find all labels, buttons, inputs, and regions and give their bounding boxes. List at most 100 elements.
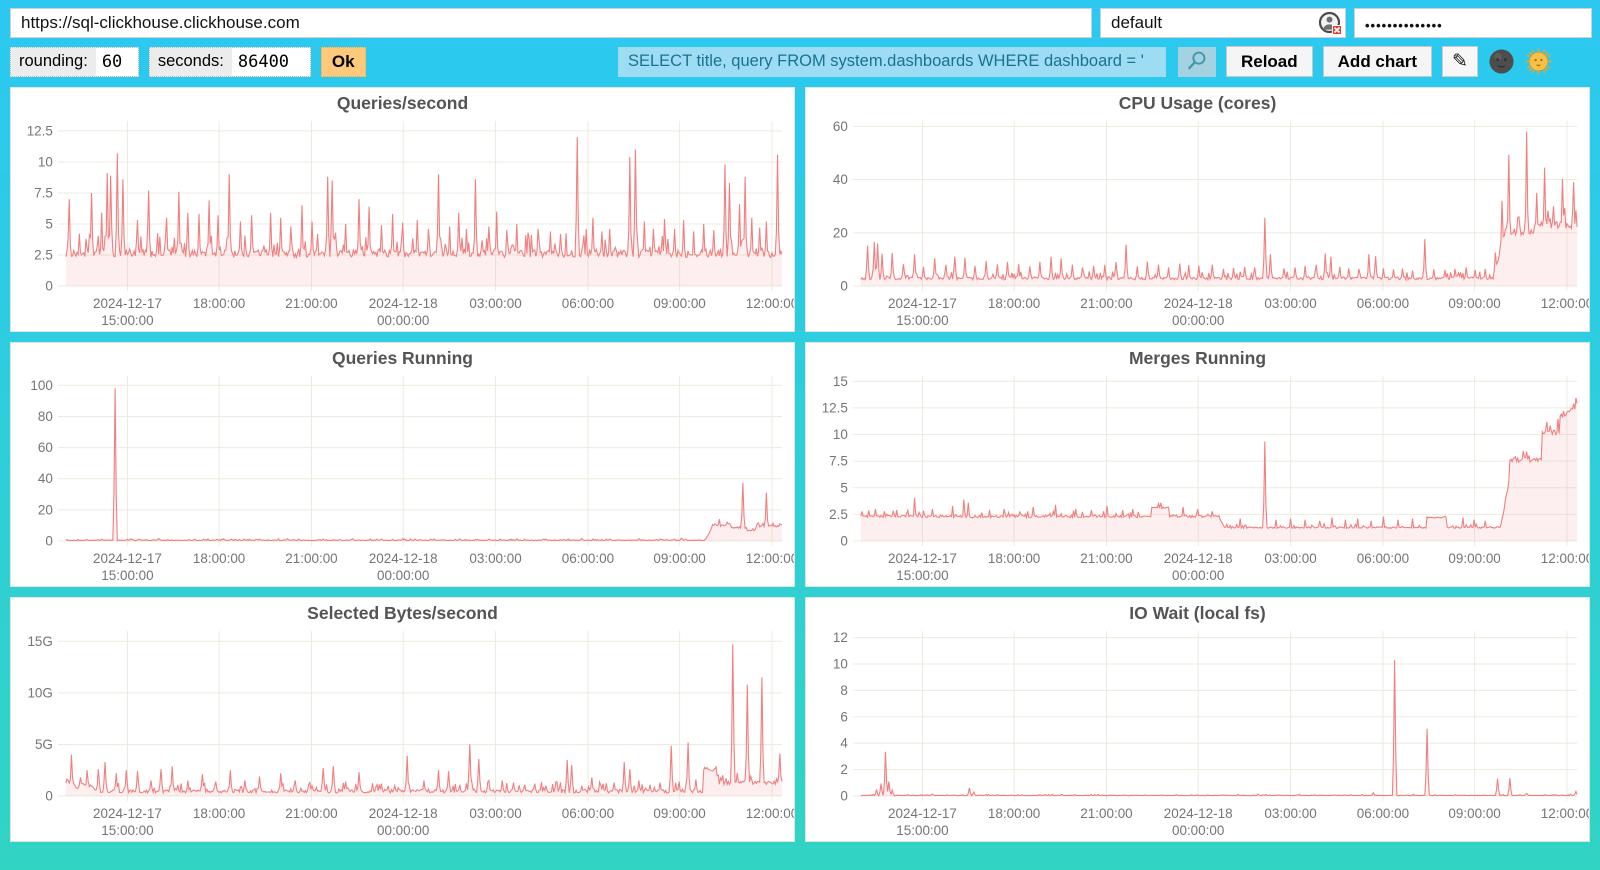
svg-text:80: 80 (38, 409, 53, 424)
svg-text:00:00:00: 00:00:00 (1172, 568, 1224, 583)
charts-grid: Queries/second 2024-12-17 15:00:00 18:00:0… (10, 87, 1590, 842)
chart-title: Queries Running (332, 348, 473, 368)
svg-text:12:00:00: 12:00:00 (746, 296, 794, 311)
svg-text:2024-12-17: 2024-12-17 (93, 806, 162, 821)
run-query-button[interactable] (1177, 46, 1216, 77)
svg-text:2024-12-18: 2024-12-18 (369, 551, 438, 566)
add-chart-button[interactable]: Add chart (1322, 46, 1432, 77)
svg-text:03:00:00: 03:00:00 (469, 806, 521, 821)
chart-io-wait[interactable]: 2024-12-17 15:00:00 18:00:00 21:00:00 2024-1… (806, 625, 1589, 840)
svg-text:03:00:00: 03:00:00 (1264, 296, 1316, 311)
svg-text:06:00:00: 06:00:00 (1357, 551, 1409, 566)
chart-card-queries-per-second: Queries/second 2024-12-17 15:00:00 18:00:0… (10, 87, 795, 332)
ok-button[interactable]: Ok (320, 46, 366, 77)
svg-text:10G: 10G (27, 685, 52, 700)
chart-merges-running[interactable]: 2024-12-17 15:00:00 18:00:00 21:00:00 2024-1… (806, 370, 1589, 585)
svg-text:0: 0 (840, 278, 847, 293)
chart-queries-running[interactable]: 2024-12-17 15:00:00 18:00:00 21:00:00 2024-1… (11, 370, 794, 585)
svg-text:15:00:00: 15:00:00 (101, 568, 153, 583)
svg-text:10: 10 (833, 656, 848, 671)
svg-text:2024-12-18: 2024-12-18 (369, 806, 438, 821)
svg-text:06:00:00: 06:00:00 (562, 296, 614, 311)
svg-text:12: 12 (833, 630, 848, 645)
svg-text:15:00:00: 15:00:00 (101, 823, 153, 838)
connection-bar (10, 8, 1592, 38)
svg-text:06:00:00: 06:00:00 (562, 806, 614, 821)
auth-error-icon (1318, 11, 1342, 35)
svg-text:21:00:00: 21:00:00 (1080, 296, 1132, 311)
edit-charts-button[interactable]: ✎ (1442, 46, 1478, 77)
svg-text:00:00:00: 00:00:00 (377, 823, 429, 838)
svg-text:0: 0 (45, 788, 52, 803)
svg-text:2024-12-17: 2024-12-17 (888, 806, 957, 821)
svg-text:2024-12-18: 2024-12-18 (1164, 551, 1233, 566)
chart-title: Merges Running (1128, 348, 1267, 368)
svg-text:00:00:00: 00:00:00 (1172, 313, 1224, 328)
svg-text:12:00:00: 12:00:00 (746, 806, 794, 821)
svg-text:12.5: 12.5 (27, 123, 53, 138)
seconds-input[interactable] (231, 47, 310, 76)
svg-text:03:00:00: 03:00:00 (469, 296, 521, 311)
rounding-control: rounding: (10, 46, 139, 77)
svg-text:5G: 5G (35, 737, 53, 752)
server-url-input[interactable] (10, 8, 1092, 38)
dark-theme-toggle[interactable] (1488, 48, 1515, 75)
svg-text:2024-12-18: 2024-12-18 (1164, 296, 1233, 311)
svg-text:2: 2 (840, 762, 847, 777)
svg-text:15:00:00: 15:00:00 (896, 313, 948, 328)
svg-text:09:00:00: 09:00:00 (653, 806, 705, 821)
svg-text:21:00:00: 21:00:00 (285, 296, 337, 311)
svg-text:40: 40 (38, 471, 53, 486)
svg-text:7.5: 7.5 (829, 454, 848, 469)
svg-text:15: 15 (833, 374, 848, 389)
dashboard-query-input[interactable] (617, 46, 1166, 77)
svg-text:60: 60 (833, 119, 848, 134)
chart-cpu-usage[interactable]: 2024-12-17 15:00:00 18:00:00 21:00:00 2024-1… (806, 115, 1589, 330)
svg-text:21:00:00: 21:00:00 (1080, 551, 1132, 566)
rounding-label: rounding: (19, 51, 88, 70)
svg-text:00:00:00: 00:00:00 (1172, 823, 1224, 838)
svg-text:21:00:00: 21:00:00 (285, 551, 337, 566)
chart-queries-per-second[interactable]: 2024-12-17 15:00:00 18:00:00 21:00:00 2024-1… (11, 115, 794, 330)
magnifier-icon (1185, 49, 1208, 75)
svg-text:06:00:00: 06:00:00 (562, 551, 614, 566)
svg-text:8: 8 (840, 683, 847, 698)
chart-card-cpu-usage: CPU Usage (cores) 2024-12-17 15:00:00 18:0… (805, 87, 1590, 332)
svg-text:06:00:00: 06:00:00 (1357, 806, 1409, 821)
svg-text:09:00:00: 09:00:00 (1448, 806, 1500, 821)
svg-text:2.5: 2.5 (34, 247, 53, 262)
svg-text:2024-12-17: 2024-12-17 (888, 296, 957, 311)
svg-text:15:00:00: 15:00:00 (896, 568, 948, 583)
chart-card-queries-running: Queries Running 2024-12-17 15:00:00 18:00:… (10, 342, 795, 587)
svg-text:09:00:00: 09:00:00 (1448, 551, 1500, 566)
username-field-wrap (1100, 8, 1346, 38)
chart-card-selected-bytes: Selected Bytes/second 2024-12-17 15:00:00… (10, 597, 795, 842)
rounding-input[interactable] (95, 47, 138, 76)
svg-text:18:00:00: 18:00:00 (193, 296, 245, 311)
svg-text:40: 40 (833, 172, 848, 187)
password-input[interactable] (1354, 8, 1592, 38)
reload-button[interactable]: Reload (1225, 46, 1313, 77)
svg-text:2024-12-18: 2024-12-18 (1164, 806, 1233, 821)
svg-text:09:00:00: 09:00:00 (653, 296, 705, 311)
svg-text:03:00:00: 03:00:00 (1264, 806, 1316, 821)
svg-text:20: 20 (833, 225, 848, 240)
sun-face-icon (1525, 48, 1552, 78)
svg-text:18:00:00: 18:00:00 (988, 806, 1040, 821)
username-input[interactable] (1100, 8, 1346, 38)
svg-text:0: 0 (45, 278, 52, 293)
chart-title: Queries/second (336, 93, 469, 113)
svg-text:18:00:00: 18:00:00 (193, 806, 245, 821)
svg-text:12:00:00: 12:00:00 (746, 551, 794, 566)
svg-text:100: 100 (30, 378, 52, 393)
svg-text:2024-12-18: 2024-12-18 (369, 296, 438, 311)
svg-text:03:00:00: 03:00:00 (469, 551, 521, 566)
svg-text:20: 20 (38, 502, 53, 517)
svg-text:15G: 15G (27, 634, 52, 649)
light-theme-toggle[interactable] (1525, 48, 1552, 75)
chart-selected-bytes[interactable]: 2024-12-17 15:00:00 18:00:00 21:00:00 2024-1… (11, 625, 794, 840)
chart-title: Selected Bytes/second (307, 603, 498, 623)
svg-text:00:00:00: 00:00:00 (377, 568, 429, 583)
svg-text:18:00:00: 18:00:00 (988, 296, 1040, 311)
svg-text:2.5: 2.5 (829, 507, 848, 522)
